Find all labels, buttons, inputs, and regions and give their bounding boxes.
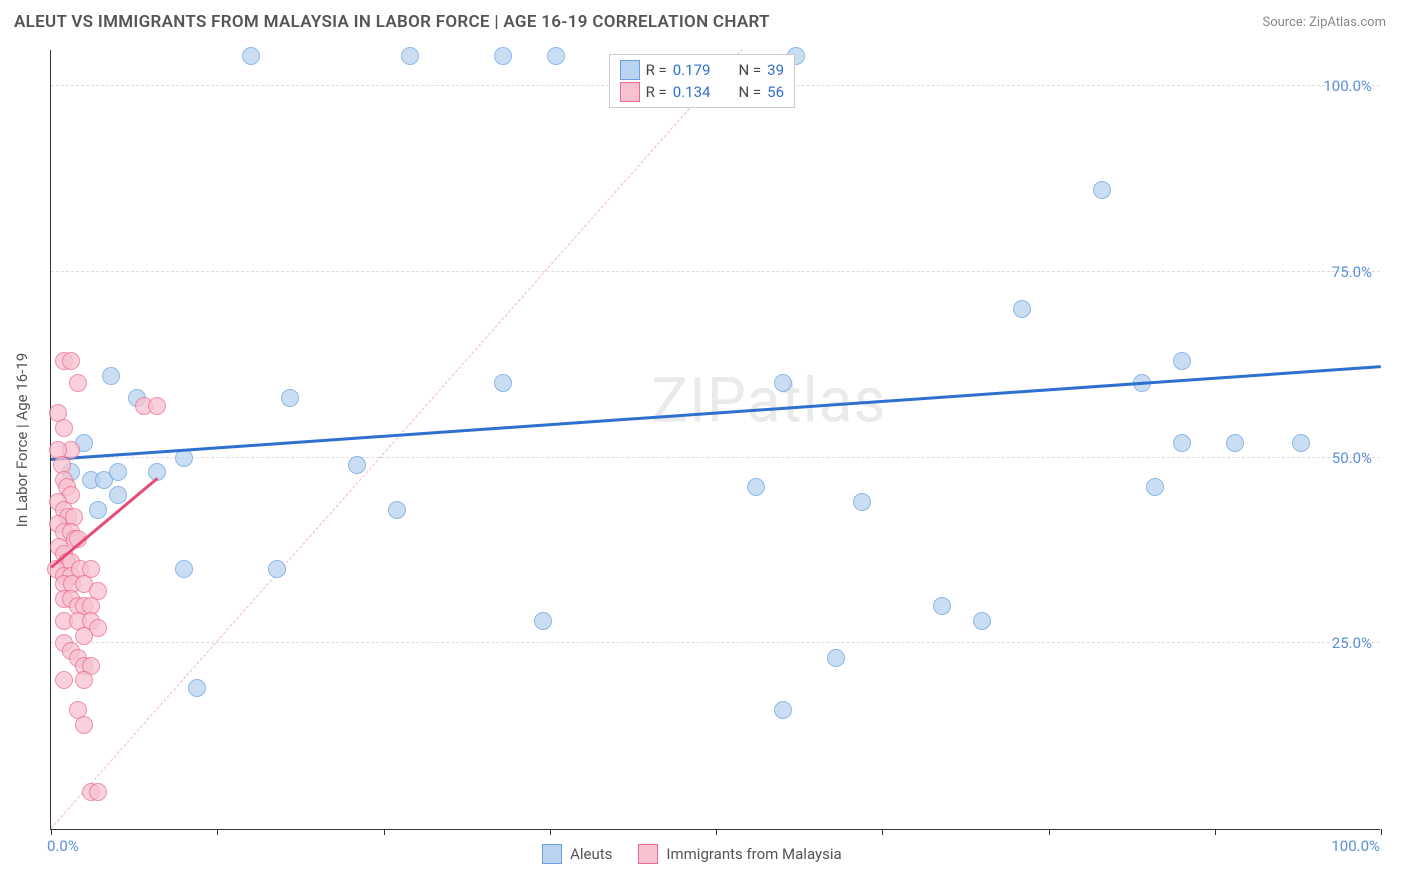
- x-tick: [716, 829, 717, 835]
- n-label: N =: [738, 83, 761, 101]
- y-tick-label: 25.0%: [1332, 634, 1372, 652]
- x-tick: [1215, 829, 1216, 835]
- aleuts-point: [1173, 434, 1191, 452]
- x-tick-label: 0.0%: [47, 837, 79, 855]
- x-tick: [1049, 829, 1050, 835]
- series-legend: Aleuts Immigrants from Malaysia: [542, 844, 860, 864]
- gridline: [51, 457, 1380, 458]
- stats-legend: R = 0.179 N = 39 R = 0.134 N = 56: [609, 54, 795, 108]
- watermark: ZIPatlas: [651, 364, 887, 437]
- aleuts-point: [401, 47, 419, 65]
- legend-label: Immigrants from Malaysia: [666, 845, 841, 863]
- aleuts-point: [268, 560, 286, 578]
- x-tick: [882, 829, 883, 835]
- malaysia-point: [89, 783, 107, 801]
- aleuts-point: [348, 456, 366, 474]
- aleuts-point: [89, 501, 107, 519]
- aleuts-point: [1013, 300, 1031, 318]
- source-label: Source: ZipAtlas.com: [1262, 15, 1386, 30]
- aleuts-point: [1292, 434, 1310, 452]
- scatter-chart: ZIPatlas 25.0%50.0%75.0%100.0%0.0%100.0%: [50, 50, 1380, 830]
- malaysia-point: [148, 397, 166, 415]
- n-value: 39: [767, 61, 784, 79]
- aleuts-point: [388, 501, 406, 519]
- x-tick: [51, 829, 52, 835]
- aleuts-point: [1173, 352, 1191, 370]
- aleuts-point: [102, 367, 120, 385]
- aleuts-point: [109, 486, 127, 504]
- aleuts-point: [973, 612, 991, 630]
- stats-legend-row: R = 0.179 N = 39: [620, 59, 784, 81]
- r-label: R =: [646, 83, 667, 101]
- aleuts-point: [534, 612, 552, 630]
- gridline: [51, 642, 1380, 643]
- aleuts-point: [494, 47, 512, 65]
- aleuts-point: [747, 478, 765, 496]
- malaysia-point: [55, 671, 73, 689]
- gridline: [51, 271, 1380, 272]
- aleuts-point: [494, 374, 512, 392]
- n-label: N =: [738, 61, 761, 79]
- reference-diagonal: [51, 48, 743, 829]
- malaysia-point: [75, 671, 93, 689]
- x-tick-label: 100.0%: [1331, 837, 1380, 855]
- x-tick: [217, 829, 218, 835]
- malaysia-point: [75, 716, 93, 734]
- aleuts-point: [547, 47, 565, 65]
- aleuts-point: [109, 463, 127, 481]
- legend-label: Aleuts: [570, 845, 612, 863]
- r-value: 0.134: [673, 83, 711, 101]
- legend-swatch: [542, 844, 562, 864]
- y-axis-title: In Labor Force | Age 16-19: [13, 353, 31, 527]
- legend-swatch: [620, 60, 640, 80]
- n-value: 56: [767, 83, 784, 101]
- aleuts-point: [1093, 181, 1111, 199]
- malaysia-point: [69, 374, 87, 392]
- aleuts-point: [1146, 478, 1164, 496]
- y-tick-label: 75.0%: [1332, 263, 1372, 281]
- aleuts-point: [175, 560, 193, 578]
- legend-swatch: [620, 82, 640, 102]
- stats-legend-row: R = 0.134 N = 56: [620, 81, 784, 103]
- x-tick: [1381, 829, 1382, 835]
- aleuts-point: [774, 701, 792, 719]
- y-tick-label: 50.0%: [1332, 449, 1372, 467]
- aleuts-point: [1226, 434, 1244, 452]
- chart-title: ALEUT VS IMMIGRANTS FROM MALAYSIA IN LAB…: [14, 12, 770, 32]
- aleuts-point: [853, 493, 871, 511]
- aleuts-point: [188, 679, 206, 697]
- r-value: 0.179: [673, 61, 711, 79]
- aleuts-point: [242, 47, 260, 65]
- aleuts-point: [774, 374, 792, 392]
- malaysia-point: [75, 627, 93, 645]
- y-tick-label: 100.0%: [1323, 77, 1372, 95]
- aleuts-point: [281, 389, 299, 407]
- x-tick: [384, 829, 385, 835]
- x-tick: [550, 829, 551, 835]
- aleuts-point: [933, 597, 951, 615]
- malaysia-point: [62, 352, 80, 370]
- malaysia-point: [55, 419, 73, 437]
- legend-swatch: [638, 844, 658, 864]
- aleuts-point: [827, 649, 845, 667]
- r-label: R =: [646, 61, 667, 79]
